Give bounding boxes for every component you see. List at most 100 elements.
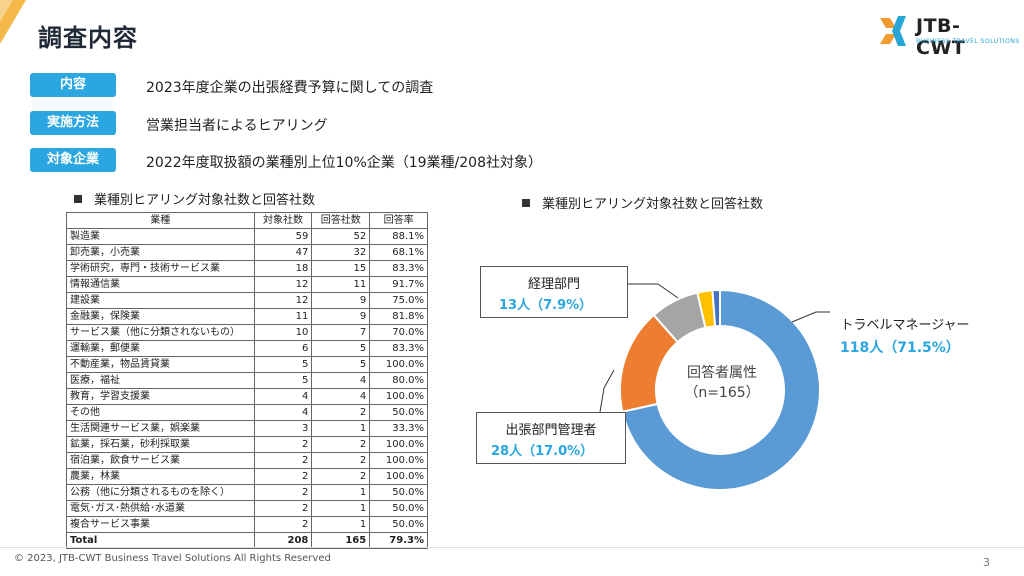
footer-copyright: © 2023, JTB-CWT Business Travel Solution… xyxy=(14,553,331,564)
cell-response-count: 4 xyxy=(311,372,371,389)
cell-industry: Total xyxy=(66,532,255,549)
cell-response-count: 7 xyxy=(311,324,371,341)
cell-response-count: 1 xyxy=(311,516,371,533)
table-row: 卸売業，小売業 47 32 68.1% xyxy=(66,244,428,261)
cell-response-count: 9 xyxy=(311,292,371,309)
cell-response-count: 1 xyxy=(311,500,371,517)
header-response-count: 回答社数 xyxy=(311,212,371,229)
cell-target-count: 12 xyxy=(253,276,313,293)
cell-response-rate: 83.3% xyxy=(369,340,428,357)
cell-response-rate: 50.0% xyxy=(369,484,428,501)
cell-target-count: 3 xyxy=(253,420,313,437)
donut-chart xyxy=(600,270,840,510)
table-row: 公務（他に分類されるものを除く） 2 1 50.0% xyxy=(66,484,428,501)
info-method-text: 営業担当者によるヒアリング xyxy=(146,118,328,134)
cell-response-count: 2 xyxy=(311,452,371,469)
cell-target-count: 2 xyxy=(253,484,313,501)
cell-response-rate: 91.7% xyxy=(369,276,428,293)
header-target-count: 対象社数 xyxy=(253,212,313,229)
cell-target-count: 5 xyxy=(253,356,313,373)
cell-response-count: 32 xyxy=(311,244,371,261)
cell-industry: 製造業 xyxy=(66,228,255,245)
cell-response-rate: 100.0% xyxy=(369,468,428,485)
cell-response-rate: 88.1% xyxy=(369,228,428,245)
cell-target-count: 4 xyxy=(253,388,313,405)
cell-target-count: 2 xyxy=(253,436,313,453)
donut-slice-4 xyxy=(711,288,721,328)
callout-travel-manager: トラベルマネージャー 118人（71.5%） xyxy=(830,306,980,356)
chart-section-label: 業種別ヒアリング対象社数と回答社数 xyxy=(522,193,763,212)
table-row: 情報通信業 12 11 91.7% xyxy=(66,276,428,293)
info-content-text: 2023年度企業の出張経費予算に関しての調査 xyxy=(146,80,434,96)
table-row: 教育，学習支援業 4 4 100.0% xyxy=(66,388,428,405)
cell-response-count: 2 xyxy=(311,404,371,421)
cell-industry: 建設業 xyxy=(66,292,255,309)
cell-target-count: 18 xyxy=(253,260,313,277)
cell-industry: 公務（他に分類されるものを除く） xyxy=(66,484,255,501)
cell-target-count: 10 xyxy=(253,324,313,341)
cell-target-count: 4 xyxy=(253,404,313,421)
donut-center-label: 回答者属性 （n=165） xyxy=(662,362,782,402)
cell-response-rate: 100.0% xyxy=(369,388,428,405)
cell-response-rate: 50.0% xyxy=(369,500,428,517)
cell-response-rate: 81.8% xyxy=(369,308,428,325)
table-row: 医療，福祉 5 4 80.0% xyxy=(66,372,428,389)
table-row: 農業，林業 2 2 100.0% xyxy=(66,468,428,485)
tag-content: 内容 xyxy=(30,73,116,97)
callout-accounting-value: 13人（7.9%） xyxy=(499,298,593,313)
table-row: サービス業（他に分類されないもの） 10 7 70.0% xyxy=(66,324,428,341)
callout-travel-manager-name: トラベルマネージャー xyxy=(840,318,970,333)
cell-response-rate: 100.0% xyxy=(369,436,428,453)
cell-target-count: 12 xyxy=(253,292,313,309)
cell-industry: 医療，福祉 xyxy=(66,372,255,389)
callout-accounting: 経理部門 13人（7.9%） xyxy=(480,266,628,318)
page-number: 3 xyxy=(983,556,990,569)
cell-response-rate: 50.0% xyxy=(369,404,428,421)
cell-industry: 不動産業，物品賃貸業 xyxy=(66,356,255,373)
table-row: 複合サービス事業 2 1 50.0% xyxy=(66,516,428,533)
logo-subtitle: BUSINESS TRAVEL SOLUTIONS xyxy=(916,38,1020,45)
table-row: 宿泊業，飲食サービス業 2 2 100.0% xyxy=(66,452,428,469)
cell-industry: 宿泊業，飲食サービス業 xyxy=(66,452,255,469)
callout-travel-manager-value: 118人（71.5%） xyxy=(840,340,960,356)
table-header-row: 業種 対象社数 回答社数 回答率 xyxy=(66,212,428,229)
callout-dept-manager-name: 出張部門管理者 xyxy=(505,423,597,438)
cell-response-rate: 70.0% xyxy=(369,324,428,341)
cell-industry: 複合サービス事業 xyxy=(66,516,255,533)
cell-target-count: 6 xyxy=(253,340,313,357)
table-section-label: 業種別ヒアリング対象社数と回答社数 xyxy=(74,189,315,208)
table-row: 運輸業，郵便業 6 5 83.3% xyxy=(66,340,428,357)
table-row: 製造業 59 52 88.1% xyxy=(66,228,428,245)
cell-response-count: 4 xyxy=(311,388,371,405)
table-row: 生活関連サービス業，娯楽業 3 1 33.3% xyxy=(66,420,428,437)
cell-response-rate: 33.3% xyxy=(369,420,428,437)
cell-response-rate: 75.0% xyxy=(369,292,428,309)
cell-target-count: 2 xyxy=(253,452,313,469)
cell-response-rate: 100.0% xyxy=(369,452,428,469)
cell-industry: 金融業，保険業 xyxy=(66,308,255,325)
cell-target-count: 47 xyxy=(253,244,313,261)
header-industry: 業種 xyxy=(66,212,255,229)
cell-industry: 学術研究，専門・技術サービス業 xyxy=(66,260,255,277)
donut-slice-0 xyxy=(621,288,821,491)
table-row: 金融業，保険業 11 9 81.8% xyxy=(66,308,428,325)
corner-decoration-inner xyxy=(0,0,13,22)
callout-dept-manager-value: 28人（17.0%） xyxy=(491,444,594,459)
cell-industry: 卸売業，小売業 xyxy=(66,244,255,261)
cell-response-rate: 100.0% xyxy=(369,356,428,373)
footer-divider xyxy=(0,547,1024,548)
logo-name: JTB-CWT xyxy=(916,15,966,59)
cell-response-count: 9 xyxy=(311,308,371,325)
cell-industry: 生活関連サービス業，娯楽業 xyxy=(66,420,255,437)
table-total-row: Total 208 165 79.3% xyxy=(66,532,428,549)
tag-target: 対象企業 xyxy=(30,148,116,172)
cell-target-count: 2 xyxy=(253,500,313,517)
cell-response-rate: 79.3% xyxy=(369,532,428,549)
cell-response-count: 15 xyxy=(311,260,371,277)
cell-response-count: 1 xyxy=(311,484,371,501)
cell-industry: その他 xyxy=(66,404,255,421)
cell-industry: 農業，林業 xyxy=(66,468,255,485)
cell-response-count: 1 xyxy=(311,420,371,437)
table-row: 学術研究，専門・技術サービス業 18 15 83.3% xyxy=(66,260,428,277)
info-target-text: 2022年度取扱額の業種別上位10%企業（19業種/208社対象） xyxy=(146,155,542,171)
